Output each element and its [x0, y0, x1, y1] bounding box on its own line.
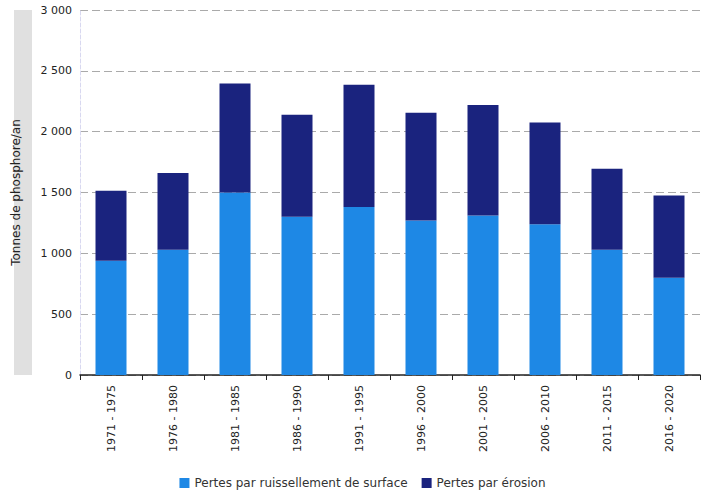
- svg-text:2011 - 2015: 2011 - 2015: [601, 385, 614, 452]
- svg-text:Pertes par érosion: Pertes par érosion: [437, 476, 546, 490]
- svg-text:3 000: 3 000: [41, 4, 73, 17]
- svg-text:1991 - 1995: 1991 - 1995: [353, 385, 366, 452]
- svg-text:2 000: 2 000: [41, 125, 73, 138]
- svg-text:2001 - 2005: 2001 - 2005: [477, 385, 490, 452]
- svg-text:1 000: 1 000: [41, 247, 73, 260]
- svg-text:1981 - 1985: 1981 - 1985: [229, 385, 242, 452]
- svg-text:Tonnes de phosphore/an: Tonnes de phosphore/an: [9, 119, 23, 267]
- svg-text:1971 - 1975: 1971 - 1975: [105, 385, 118, 452]
- svg-text:2 500: 2 500: [41, 64, 73, 77]
- svg-text:2006 - 2010: 2006 - 2010: [539, 385, 552, 452]
- svg-text:0: 0: [65, 369, 72, 382]
- svg-text:1976 - 1980: 1976 - 1980: [167, 385, 180, 452]
- svg-text:2016 - 2020: 2016 - 2020: [663, 385, 676, 452]
- svg-text:1996 - 2000: 1996 - 2000: [415, 385, 428, 452]
- svg-text:1986 - 1990: 1986 - 1990: [291, 385, 304, 452]
- svg-text:1 500: 1 500: [41, 186, 73, 199]
- svg-text:Pertes par ruissellement de su: Pertes par ruissellement de surface: [194, 476, 407, 490]
- svg-text:500: 500: [51, 308, 72, 321]
